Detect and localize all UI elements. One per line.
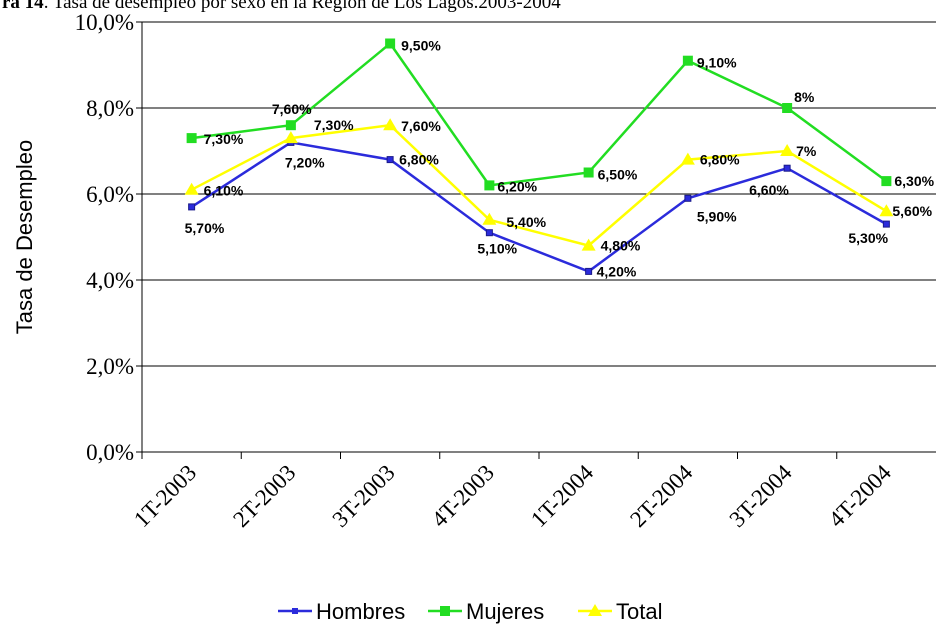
data-label: 7%	[796, 143, 817, 159]
data-label: 6,80%	[700, 152, 740, 168]
point	[583, 167, 594, 178]
y-tick-label: 2,0%	[86, 354, 134, 379]
data-label: 5,90%	[697, 208, 737, 224]
y-tick-label: 10,0%	[75, 10, 134, 35]
point	[680, 152, 695, 165]
y-tick-label: 6,0%	[86, 182, 134, 207]
data-label: 6,50%	[598, 167, 638, 183]
legend-item: Mujeres	[428, 599, 544, 624]
point	[782, 103, 793, 113]
point	[383, 118, 398, 131]
data-label: 7,20%	[285, 154, 325, 170]
data-label: 7,30%	[204, 131, 244, 147]
point	[684, 194, 692, 202]
data-label: 5,30%	[848, 230, 888, 246]
data-label: 7,60%	[401, 118, 441, 134]
data-label: 6,80%	[399, 152, 439, 168]
point	[879, 204, 894, 217]
point	[783, 164, 791, 172]
data-label: 6,60%	[749, 182, 789, 198]
point	[780, 144, 795, 156]
point	[482, 212, 497, 225]
point	[484, 180, 495, 191]
title-text: . Tasa de desempleo por sexo en la Regió…	[44, 0, 562, 13]
point	[585, 267, 593, 275]
data-label: 7,60%	[272, 101, 312, 117]
data-label: 9,10%	[697, 55, 737, 71]
legend-item: Hombres	[278, 599, 405, 624]
point	[581, 238, 596, 251]
y-tick-label: 4,0%	[86, 268, 134, 293]
data-label: 4,20%	[597, 263, 637, 279]
series-line	[191, 123, 888, 247]
y-tick-label: 8,0%	[86, 96, 134, 121]
data-label: 6,10%	[204, 183, 244, 199]
legend-label: Hombres	[316, 599, 405, 624]
data-label: 5,60%	[892, 203, 932, 219]
legend-marker	[588, 604, 602, 616]
series-line	[190, 141, 887, 273]
point	[881, 176, 892, 187]
data-label: 5,10%	[477, 241, 517, 257]
legend-item: Total	[578, 599, 662, 624]
y-tick-label: 0,0%	[86, 440, 134, 465]
data-label: 8%	[794, 89, 815, 105]
data-label: 7,30%	[314, 117, 354, 133]
data-label: 9,50%	[401, 38, 441, 54]
title-prefix: ra 14	[2, 0, 44, 13]
data-label: 5,70%	[185, 220, 225, 236]
legend-marker	[440, 606, 450, 616]
point	[184, 182, 199, 195]
point	[485, 229, 493, 237]
point	[386, 156, 394, 164]
y-axis-label: Tasa de Desempleo	[12, 140, 37, 334]
legend-label: Mujeres	[466, 599, 544, 624]
point	[385, 38, 396, 49]
point	[682, 55, 693, 66]
series-line	[191, 41, 888, 187]
point	[283, 131, 298, 144]
point	[882, 220, 890, 228]
legend-marker	[292, 608, 298, 614]
point	[186, 133, 197, 144]
data-label: 4,80%	[601, 238, 641, 254]
point	[285, 120, 296, 131]
data-label: 6,30%	[894, 173, 934, 189]
data-label: 5,40%	[506, 214, 546, 230]
legend-label: Total	[616, 599, 662, 624]
chart-title: ra 14. Tasa de desempleo por sexo en la …	[2, 0, 561, 13]
point	[188, 203, 196, 211]
data-label: 6,20%	[497, 178, 537, 194]
